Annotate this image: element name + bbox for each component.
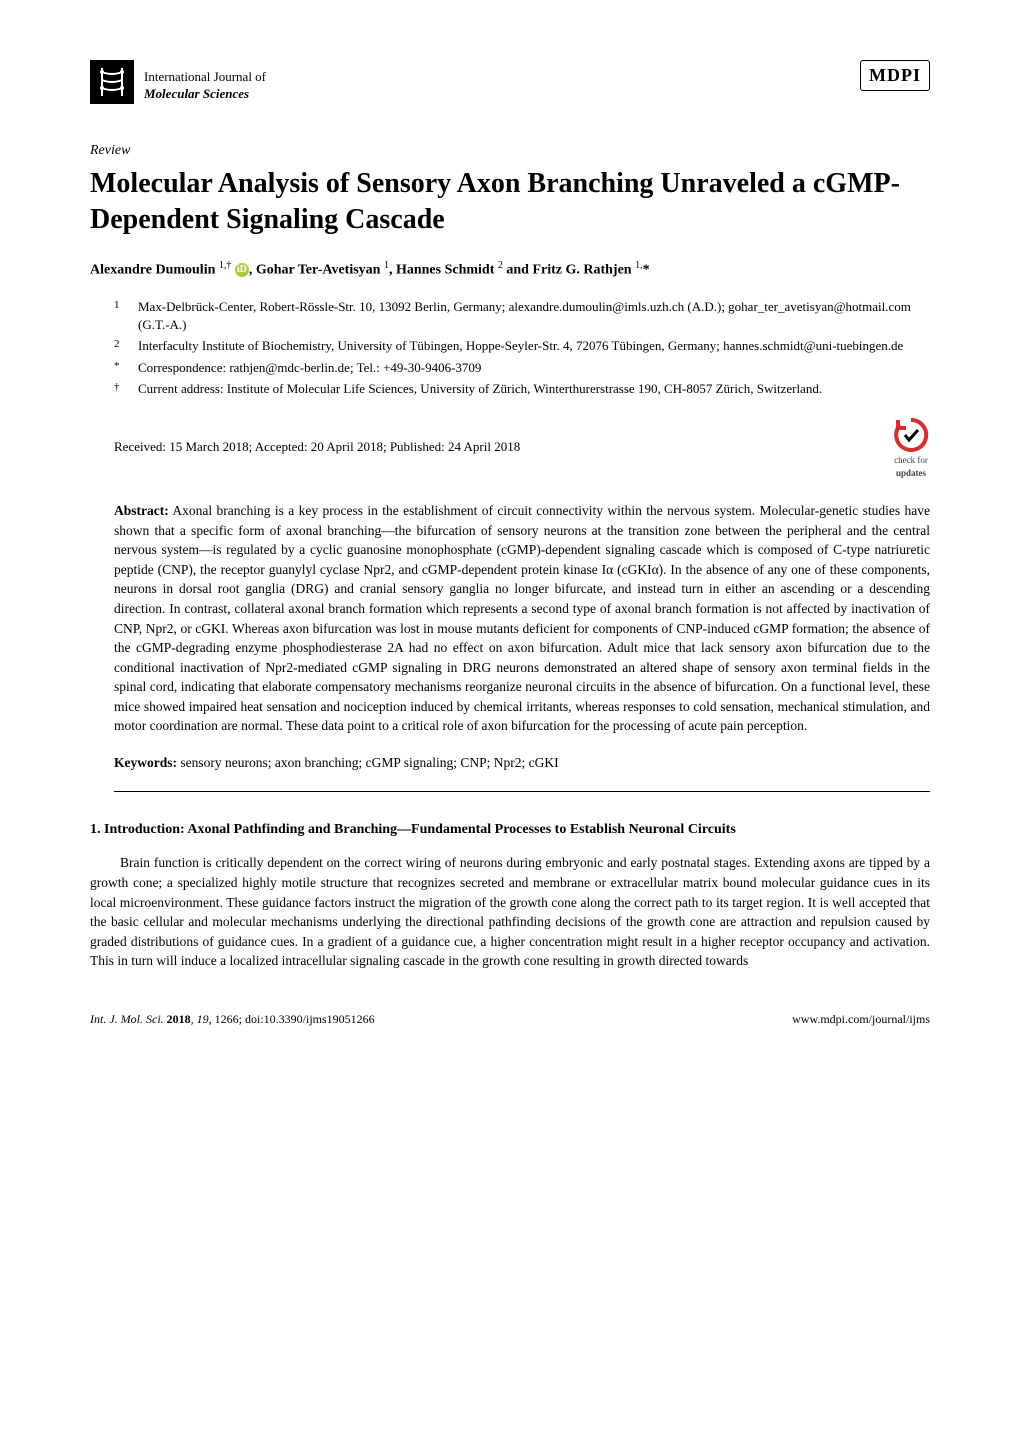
check-updates-icon — [892, 416, 930, 454]
check-label-2: updates — [896, 468, 926, 478]
affiliation-text: Correspondence: rathjen@mdc-berlin.de; T… — [138, 359, 930, 377]
affiliation-item: 2Interfaculty Institute of Biochemistry,… — [114, 337, 930, 355]
authors-line: Alexandre Dumoulin 1,† iD, Gohar Ter-Ave… — [90, 259, 930, 280]
affiliation-item: *Correspondence: rathjen@mdc-berlin.de; … — [114, 359, 930, 377]
affiliation-text: Interfaculty Institute of Biochemistry, … — [138, 337, 930, 355]
page-footer: Int. J. Mol. Sci. 2018, 19, 1266; doi:10… — [90, 1011, 930, 1028]
keywords: Keywords: sensory neurons; axon branchin… — [114, 754, 930, 773]
publication-dates: Received: 15 March 2018; Accepted: 20 Ap… — [114, 438, 520, 456]
affiliation-item: †Current address: Institute of Molecular… — [114, 380, 930, 398]
affiliation-marker: 1 — [114, 298, 138, 334]
article-title: Molecular Analysis of Sensory Axon Branc… — [90, 166, 930, 239]
journal-logo: International Journal of Molecular Scien… — [90, 60, 266, 111]
section-divider — [114, 791, 930, 792]
abstract-label: Abstract: — [114, 503, 169, 518]
affiliation-item: 1Max-Delbrück-Center, Robert-Rössle-Str.… — [114, 298, 930, 334]
page-header: International Journal of Molecular Scien… — [90, 60, 930, 111]
check-label-1: check for — [894, 455, 928, 465]
section-1-body: Brain function is critically dependent o… — [90, 853, 930, 970]
keywords-text: sensory neurons; axon branching; cGMP si… — [180, 755, 558, 770]
section-1-heading: 1. Introduction: Axonal Pathfinding and … — [90, 820, 930, 840]
publisher-logo: MDPI — [860, 60, 930, 91]
ijms-icon — [90, 60, 134, 111]
affiliation-marker: † — [114, 380, 138, 398]
article-type: Review — [90, 141, 930, 161]
abstract-text: Axonal branching is a key process in the… — [114, 503, 930, 733]
affiliation-marker: 2 — [114, 337, 138, 355]
footer-url: www.mdpi.com/journal/ijms — [792, 1011, 930, 1028]
footer-citation: Int. J. Mol. Sci. 2018, 19, 1266; doi:10… — [90, 1011, 375, 1028]
affiliation-text: Current address: Institute of Molecular … — [138, 380, 930, 398]
keywords-label: Keywords: — [114, 755, 177, 770]
affiliation-text: Max-Delbrück-Center, Robert-Rössle-Str. … — [138, 298, 930, 334]
affiliation-marker: * — [114, 359, 138, 377]
abstract: Abstract: Axonal branching is a key proc… — [114, 501, 930, 736]
affiliations: 1Max-Delbrück-Center, Robert-Rössle-Str.… — [114, 298, 930, 398]
journal-label: International Journal of — [144, 69, 266, 86]
check-updates-badge[interactable]: check for updates — [892, 416, 930, 479]
journal-name: Molecular Sciences — [144, 86, 266, 103]
